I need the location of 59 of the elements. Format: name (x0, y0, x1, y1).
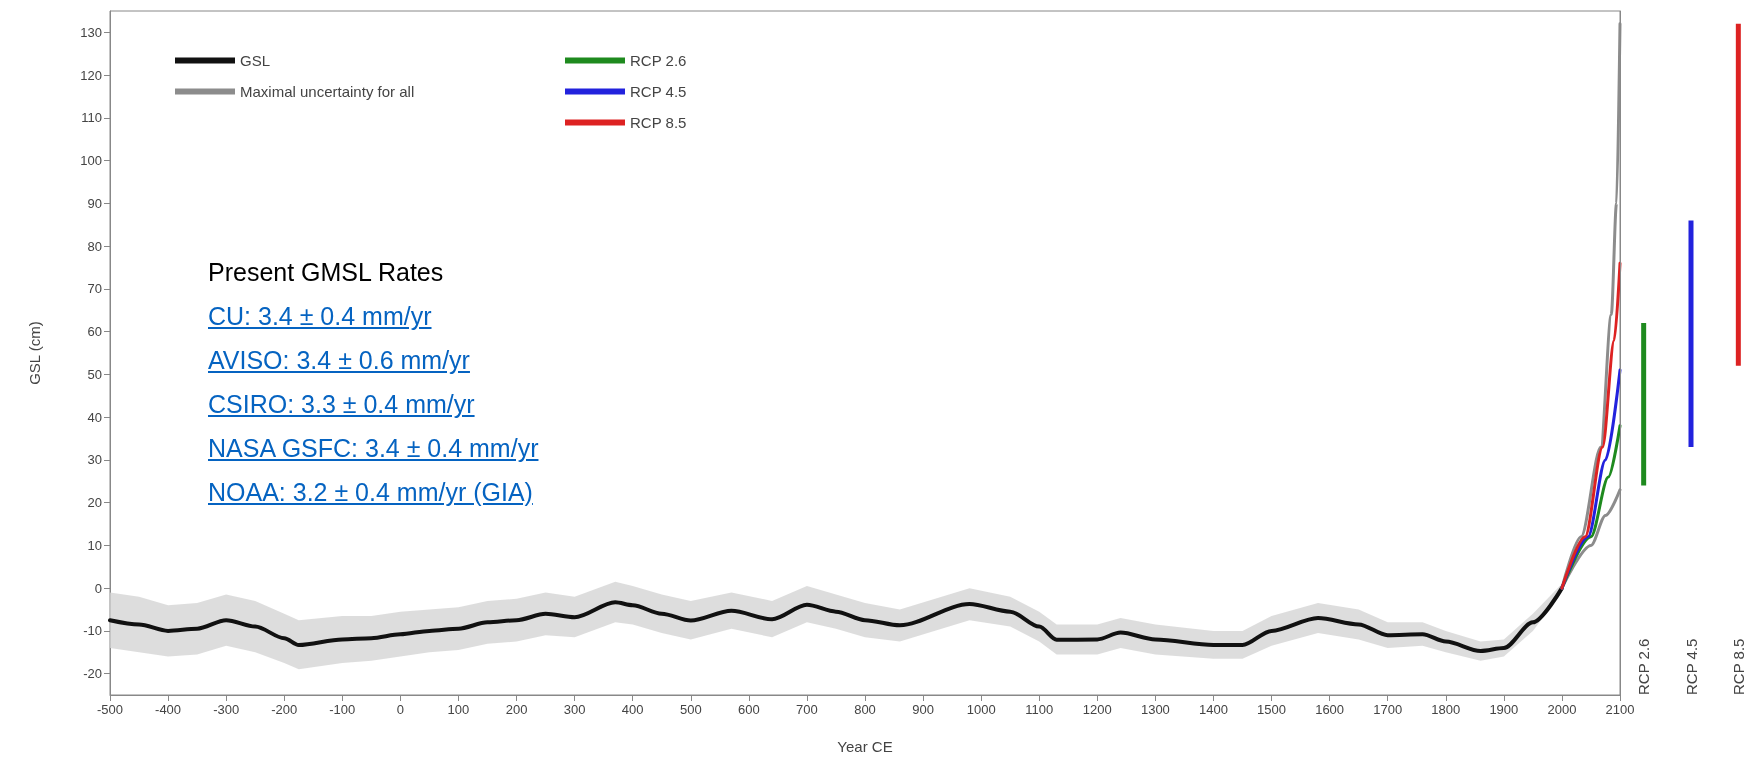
y-tick-label: 30 (87, 452, 102, 468)
x-tick-label: 2000 (1547, 702, 1577, 717)
x-tick-label: -500 (96, 702, 124, 717)
y-tick-label: 120 (80, 67, 102, 83)
x-tick-label: 1500 (1257, 702, 1286, 717)
x-tick-label: 1100 (1025, 702, 1054, 717)
x-tick-label: -400 (155, 702, 182, 717)
x-tick-label: 1900 (1489, 702, 1519, 717)
y-tick-label: 60 (87, 324, 102, 340)
x-tick-label: 900 (912, 702, 934, 717)
y-tick-label: 110 (81, 110, 102, 126)
y-tick-label: 100 (80, 153, 102, 169)
y-axis-title: GSL (cm) (26, 321, 43, 385)
x-tick-label: 400 (621, 702, 644, 717)
x-tick-label: 1300 (1140, 702, 1170, 717)
y-tick-label: 20 (87, 495, 102, 511)
annotation: NASA GSFC: 3.4 ± 0.4 mm/yr (208, 433, 539, 464)
x-tick-label: RCP 2.6 (1635, 638, 1653, 695)
legend-label: Maximal uncertainty for all (240, 83, 415, 100)
x-tick-label: -300 (213, 702, 240, 717)
x-tick-label: RCP 4.5 (1682, 638, 1700, 695)
y-tick-label: 80 (87, 238, 102, 254)
annotation: AVISO: 3.4 ± 0.6 mm/yr (208, 345, 471, 376)
annotation: Present GMSL Rates (208, 257, 445, 288)
x-tick-label: 200 (505, 702, 528, 717)
legend-label: GSL (240, 52, 271, 69)
x-tick-label: RCP 8.5 (1729, 638, 1747, 695)
annotation: CU: 3.4 ± 0.4 mm/yr (208, 301, 433, 332)
x-axis-title: Year CE (837, 738, 893, 755)
annotation: NOAA: 3.2 ± 0.4 mm/yr (GIA) (208, 477, 534, 508)
x-tick-label: 0 (396, 702, 404, 717)
y-tick-label: 130 (80, 24, 102, 40)
annotation: CSIRO: 3.3 ± 0.4 mm/yr (208, 389, 476, 420)
y-tick-label: 90 (87, 195, 102, 211)
legend-label: RCP 4.5 (630, 83, 687, 100)
x-tick-label: 600 (737, 702, 760, 717)
x-tick-label: 1600 (1315, 702, 1345, 717)
legend-label: RCP 2.6 (630, 52, 687, 69)
x-tick-label: 1200 (1082, 702, 1112, 717)
y-tick-label: -10 (83, 623, 102, 639)
x-tick-label: 1800 (1431, 702, 1461, 717)
y-tick-label: 40 (87, 409, 102, 425)
x-tick-label: -100 (329, 702, 356, 717)
x-tick-label: 1400 (1199, 702, 1228, 717)
x-tick-label: 100 (447, 702, 470, 717)
x-tick-label: 800 (854, 702, 876, 717)
x-tick-label: 300 (563, 702, 586, 717)
y-tick-label: -20 (83, 666, 102, 682)
x-tick-label: 500 (679, 702, 702, 717)
x-tick-label: 2100 (1605, 702, 1635, 717)
y-tick-label: 50 (87, 366, 102, 382)
y-tick-label: 70 (87, 281, 102, 297)
legend-label: RCP 8.5 (630, 114, 687, 131)
y-tick-label: 0 (94, 580, 102, 596)
x-tick-label: 700 (796, 702, 818, 717)
x-tick-label: -200 (271, 702, 298, 717)
x-tick-label: 1700 (1373, 702, 1403, 717)
y-tick-label: 10 (87, 537, 102, 553)
x-tick-label: 1000 (966, 702, 996, 717)
